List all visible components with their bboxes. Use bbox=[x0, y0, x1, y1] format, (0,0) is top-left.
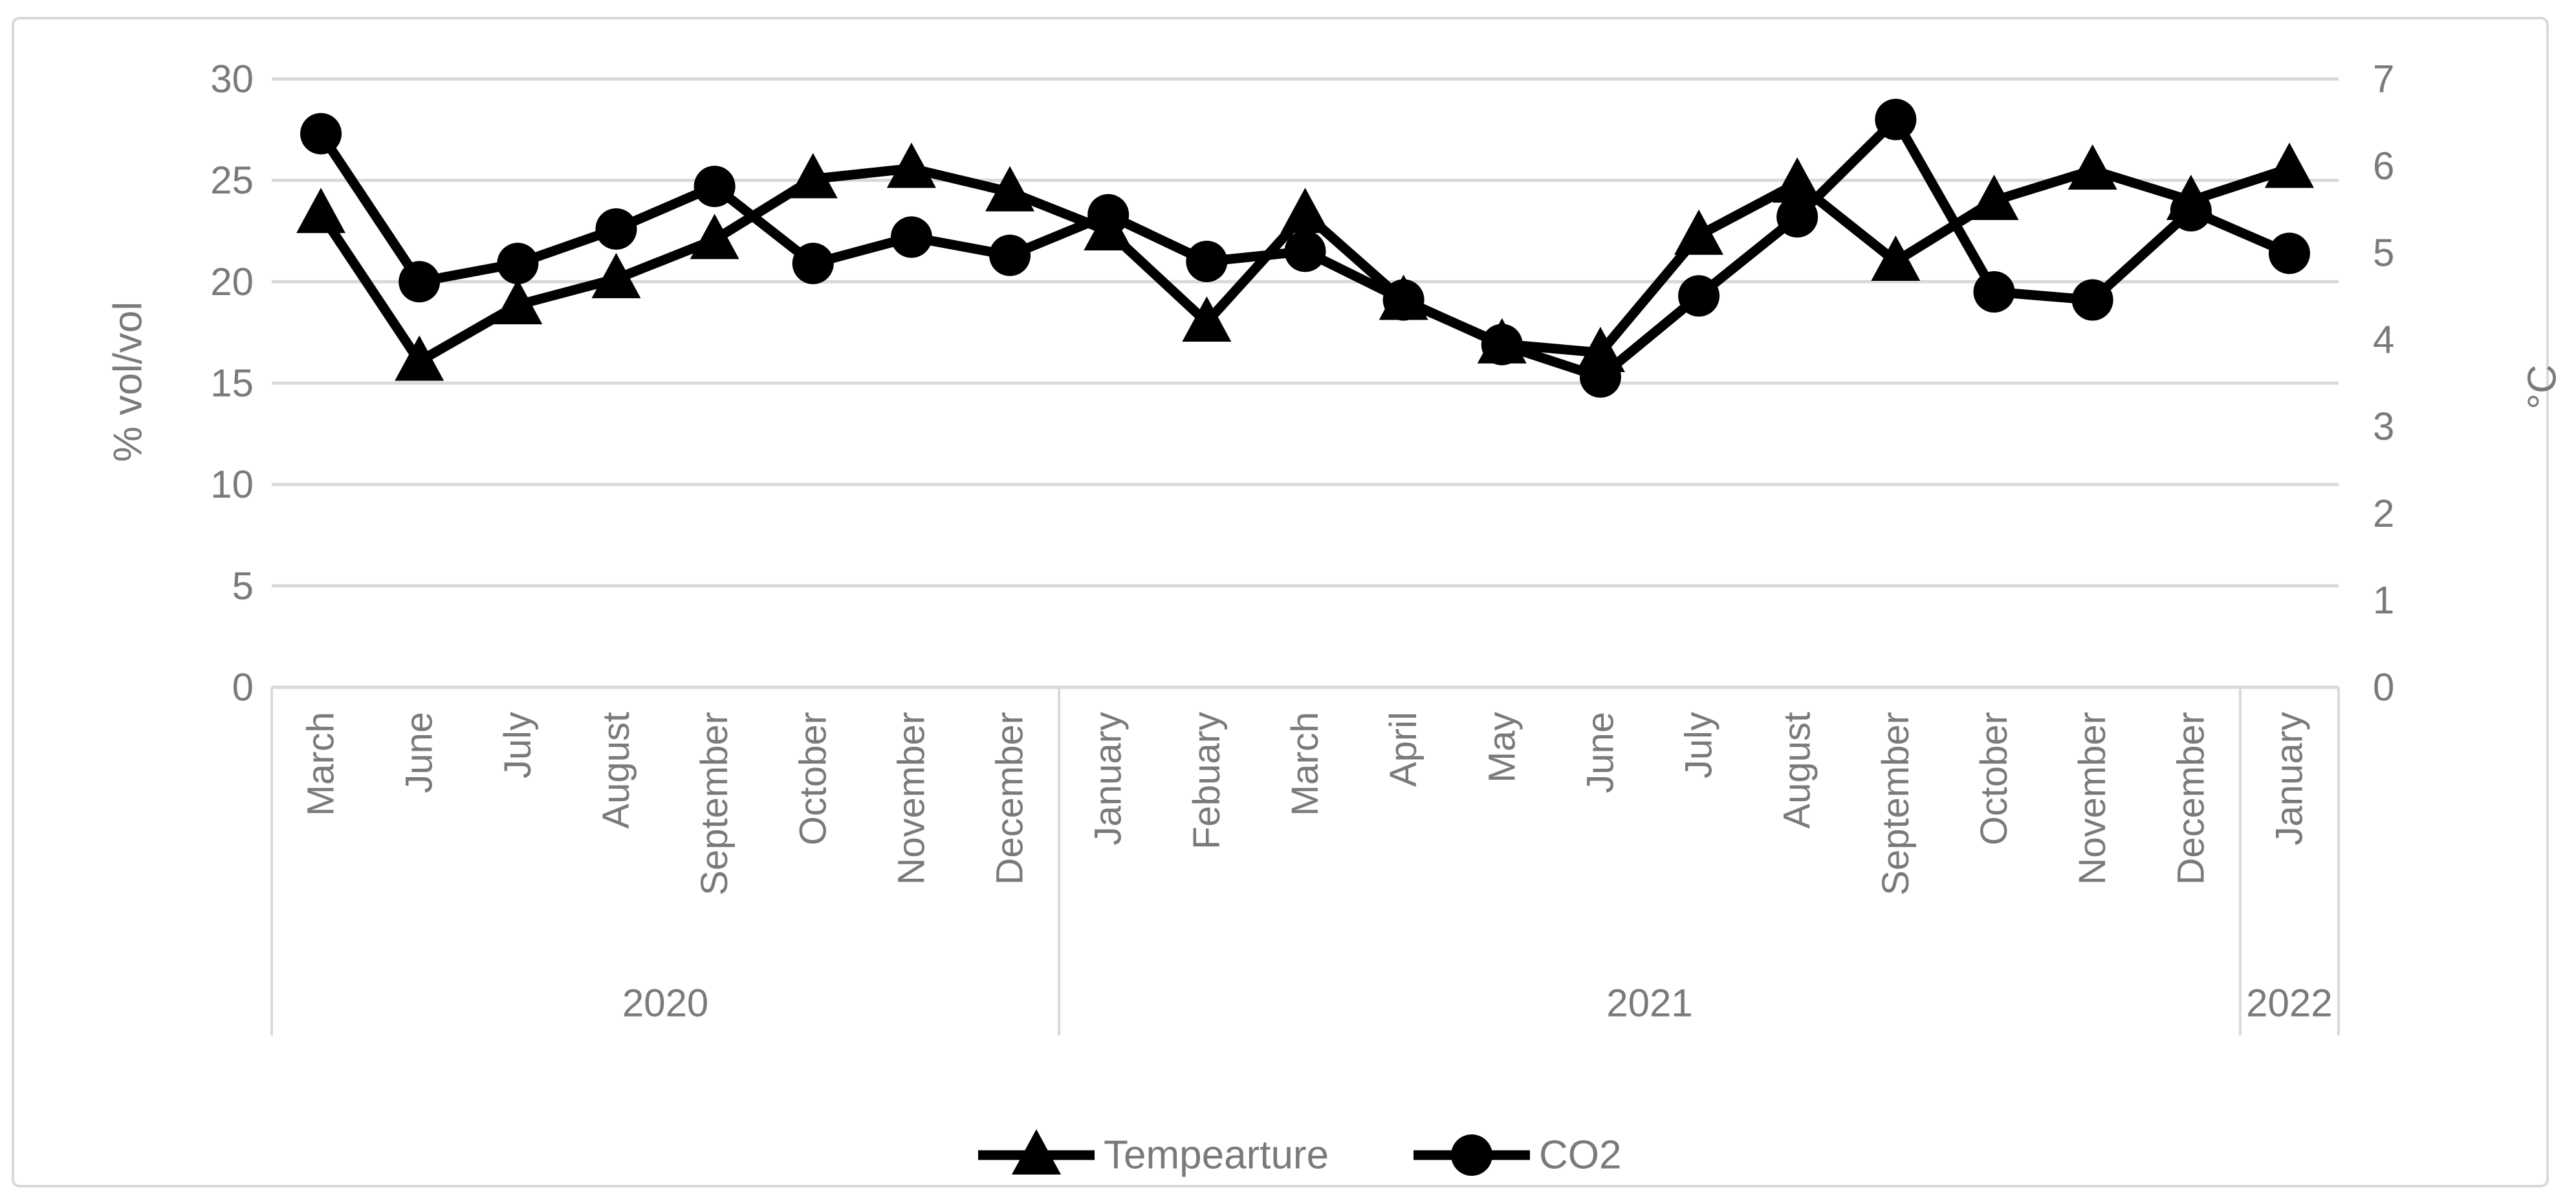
co2-marker bbox=[792, 243, 834, 285]
co2-marker bbox=[693, 166, 736, 208]
left-tick-label: 20 bbox=[210, 260, 254, 304]
temperature-marker bbox=[2264, 142, 2314, 188]
co2-marker bbox=[595, 208, 637, 250]
month-label: October bbox=[1973, 712, 2015, 845]
month-label: March bbox=[300, 712, 342, 816]
co2-marker bbox=[1776, 196, 1818, 238]
month-label: Febuary bbox=[1186, 712, 1228, 850]
left-tick-label: 10 bbox=[210, 463, 254, 506]
co2-marker bbox=[1284, 230, 1326, 272]
co2-marker bbox=[398, 261, 441, 303]
temperature-marker bbox=[1280, 188, 1330, 234]
month-label: September bbox=[693, 712, 736, 896]
temperature-marker bbox=[690, 214, 739, 259]
co2-marker bbox=[1481, 324, 1523, 366]
month-label: August bbox=[595, 712, 637, 829]
month-label: April bbox=[1382, 712, 1424, 787]
temperature-marker bbox=[788, 153, 838, 199]
left-tick-label: 25 bbox=[210, 159, 254, 202]
right-tick-label: 7 bbox=[2373, 58, 2394, 101]
co2-marker bbox=[989, 234, 1031, 276]
co2-marker bbox=[1875, 98, 1917, 140]
legend-triangle-icon bbox=[1012, 1129, 1061, 1175]
month-label: June bbox=[1579, 712, 1621, 793]
left-tick-label: 5 bbox=[232, 564, 254, 608]
month-label: January bbox=[2268, 712, 2310, 845]
right-tick-label: 3 bbox=[2373, 405, 2394, 448]
month-label: May bbox=[1481, 712, 1523, 783]
year-label: 2022 bbox=[2246, 982, 2332, 1025]
co2-marker bbox=[1087, 193, 1130, 236]
temperature-marker bbox=[296, 188, 346, 234]
co2-marker bbox=[497, 243, 539, 285]
chart-border bbox=[12, 17, 2549, 1187]
right-tick-label: 2 bbox=[2373, 492, 2394, 535]
right-tick-label: 5 bbox=[2373, 231, 2394, 274]
temperature-marker bbox=[886, 142, 936, 188]
left-tick-label: 30 bbox=[210, 58, 254, 101]
co2-marker bbox=[2268, 232, 2310, 274]
co2-marker bbox=[1186, 241, 1228, 282]
month-label: December bbox=[2170, 712, 2212, 885]
co2-marker bbox=[1579, 356, 1621, 398]
right-axis-title: °C bbox=[2520, 364, 2565, 410]
co2-marker bbox=[1382, 279, 1424, 321]
temperature-marker bbox=[1674, 209, 1724, 255]
temperature-marker bbox=[2068, 144, 2117, 190]
legend-circle-icon bbox=[1451, 1134, 1492, 1176]
co2-marker bbox=[1973, 271, 2015, 313]
right-tick-label: 4 bbox=[2373, 318, 2394, 361]
co2-marker bbox=[1678, 275, 1720, 317]
right-tick-label: 6 bbox=[2373, 144, 2394, 188]
left-tick-label: 15 bbox=[210, 362, 254, 405]
right-tick-label: 0 bbox=[2373, 666, 2394, 709]
temperature-marker bbox=[1871, 236, 1921, 281]
co2-marker bbox=[2170, 190, 2212, 232]
year-label: 2020 bbox=[622, 982, 708, 1025]
month-label: March bbox=[1284, 712, 1326, 816]
left-axis-title: % vol/vol bbox=[105, 301, 151, 463]
co2-marker bbox=[890, 216, 932, 258]
legend-label-co2: CO2 bbox=[1539, 1133, 1621, 1178]
left-tick-label: 0 bbox=[232, 666, 254, 709]
temperature-marker bbox=[493, 279, 543, 325]
temperature-marker bbox=[1969, 175, 2019, 220]
co2-marker bbox=[300, 113, 342, 155]
temperature-marker bbox=[985, 166, 1035, 212]
temperature-marker bbox=[1773, 157, 1822, 203]
month-label: January bbox=[1087, 712, 1130, 845]
month-label: October bbox=[792, 712, 834, 845]
month-label: June bbox=[398, 712, 441, 793]
temperature-marker bbox=[395, 335, 444, 381]
legend-label-temperature: Tempearture bbox=[1104, 1133, 1329, 1178]
month-label: November bbox=[890, 712, 932, 885]
temperature-marker bbox=[591, 252, 641, 298]
month-label: July bbox=[1678, 712, 1720, 778]
temperature-marker bbox=[1182, 296, 1232, 342]
month-label: August bbox=[1776, 712, 1818, 829]
month-label: November bbox=[2071, 712, 2113, 885]
right-tick-label: 1 bbox=[2373, 579, 2394, 622]
month-label: July bbox=[497, 712, 539, 778]
month-label: September bbox=[1875, 712, 1917, 896]
month-label: December bbox=[989, 712, 1031, 885]
co2-marker bbox=[2071, 279, 2113, 321]
year-label: 2021 bbox=[1606, 982, 1692, 1025]
